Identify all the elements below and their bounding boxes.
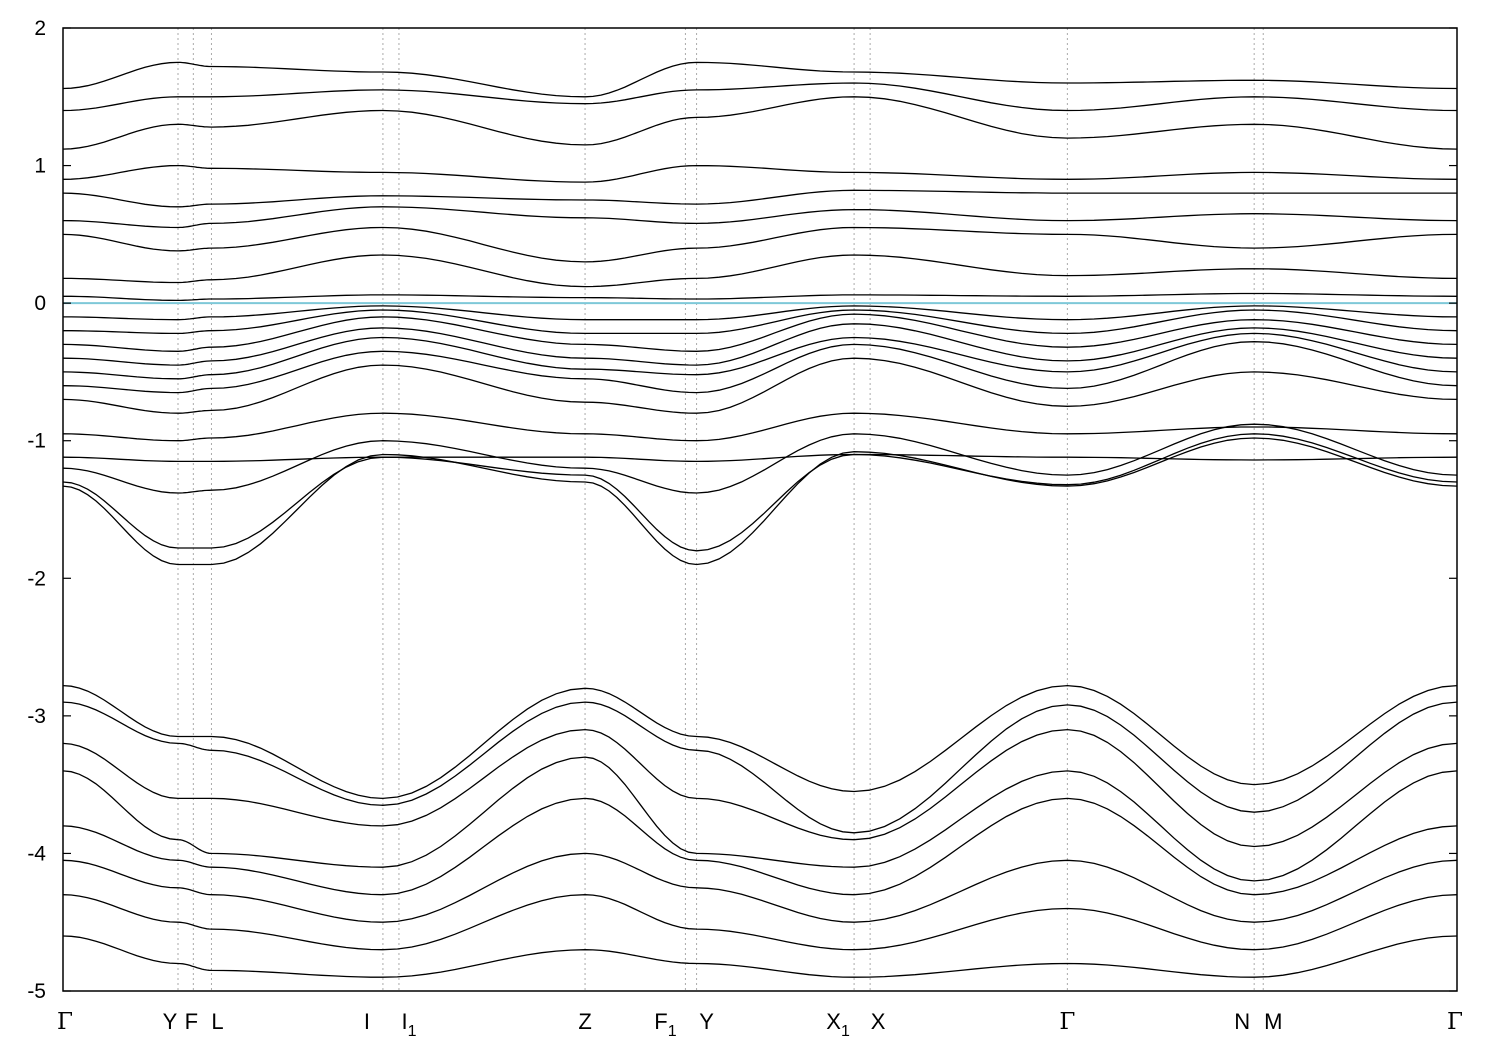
band-line [62,206,1458,229]
band-line [62,313,1458,352]
band-line [63,309,1458,335]
y-tick-label: 0 [34,292,46,315]
band-line [62,797,1458,896]
kpoint-label: F1 [654,1009,676,1040]
band-line [62,423,1458,494]
band-line [62,935,1458,978]
band-line [62,96,1458,150]
band-line [63,305,1458,321]
kpoint-label: X1 [826,1009,850,1040]
kpoint-label: L [211,1009,223,1034]
band-line [62,189,1457,208]
band-line [62,756,1458,882]
kpoint-gridlines [177,28,1264,991]
band-line [62,453,1458,463]
kpoint-label: Γ [1447,1009,1463,1035]
kpoint-label: Γ [1059,1009,1075,1035]
band-line [62,323,1458,366]
kpoint-label: Y [699,1009,714,1034]
kpoint-label: Y [163,1009,178,1034]
band-line [62,332,1458,380]
kpoint-label: M [1264,1009,1282,1034]
y-tick-label: -5 [27,980,46,1003]
band-line [62,437,1458,566]
kpoint-label: F [185,1009,198,1034]
y-tick-label: -3 [27,705,46,728]
y-tick-label: -4 [27,842,46,865]
band-line [62,684,1458,800]
band-line [62,728,1458,848]
band-line [63,254,1458,288]
band-line [62,82,1458,112]
band-line [62,433,1458,552]
band-lines [62,61,1458,978]
band-line [62,852,1458,923]
band-line [62,701,1458,834]
band-line [62,61,1458,98]
band-line [62,412,1458,442]
plot-frame [62,27,1458,992]
kpoint-label: I [364,1009,370,1034]
y-tick-label: 2 [34,17,46,40]
band-line [62,226,1458,263]
kpoint-label: Z [578,1009,591,1034]
y-axis-ticks: 2 1 0 -1 -2 -3 -4 -5 [27,17,1457,1003]
y-tick-label: -1 [27,430,46,453]
kpoint-label: X [871,1009,886,1034]
kpoint-label: I1 [401,1009,416,1040]
band-line [62,164,1458,183]
band-line [62,341,1458,394]
x-axis-kpoint-labels: Γ Y F L I I1 Z F1 Y X1 X Γ N M Γ [57,1009,1463,1040]
y-tick-label: 1 [34,155,46,178]
band-line [62,894,1458,951]
band-line [63,292,1458,302]
band-line [62,357,1458,414]
kpoint-label: N [1234,1009,1250,1034]
y-tick-label: -2 [27,567,46,590]
kpoint-label: Γ [57,1009,73,1035]
